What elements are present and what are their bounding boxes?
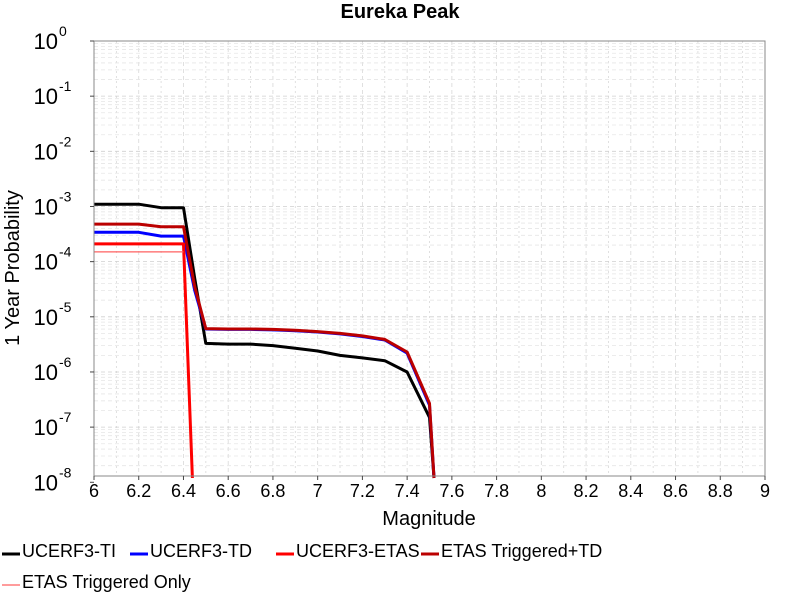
plot-frame <box>93 40 766 477</box>
y-tick-label-base: 10 <box>34 470 58 495</box>
y-tick-label-exponent: 0 <box>59 23 67 39</box>
y-tick-label-base: 10 <box>34 415 58 440</box>
y-tick-label-base: 10 <box>34 360 58 385</box>
x-tick-label: 6.2 <box>126 481 151 501</box>
x-tick-label: 7.2 <box>350 481 375 501</box>
x-tick-label: 6.8 <box>260 481 285 501</box>
x-tick-label: 8 <box>536 481 546 501</box>
x-tick-label: 9 <box>760 481 770 501</box>
legend-item: UCERF3-TI <box>2 541 116 561</box>
legend-item: UCERF3-ETAS <box>276 541 420 561</box>
y-tick-label-base: 10 <box>34 29 58 54</box>
y-tick-label-base: 10 <box>34 139 58 164</box>
x-tick-label: 6.6 <box>216 481 241 501</box>
legend-label: UCERF3-ETAS <box>296 541 420 561</box>
x-tick-label: 8.4 <box>618 481 643 501</box>
legend-label: ETAS Triggered Only <box>22 572 191 592</box>
x-tick-label: 6 <box>89 481 99 501</box>
legend-item: UCERF3-TD <box>130 541 252 561</box>
series-layer <box>94 202 436 479</box>
series-line-1 <box>94 202 436 479</box>
y-tick-label-exponent: -2 <box>59 133 72 149</box>
y-tick-label-base: 10 <box>34 305 58 330</box>
x-axis-ticks: 6 6.2 6.4 6.6 6.8 7 7.2 7.4 7.6 7.8 8 8.2 8.4 8.6 8.8 9 <box>89 476 770 501</box>
x-tick-label: 8.2 <box>574 481 599 501</box>
series-line-4 <box>94 222 436 479</box>
legend: UCERF3-TI UCERF3-TD UCERF3-ETAS ETAS Trigge… <box>2 541 602 592</box>
y-tick-label-exponent: -7 <box>59 409 72 425</box>
legend-label: UCERF3-TI <box>22 541 116 561</box>
y-tick-label-exponent: -4 <box>59 244 72 260</box>
legend-label: UCERF3-TD <box>150 541 252 561</box>
legend-label: ETAS Triggered+TD <box>441 541 602 561</box>
x-tick-label: 7.6 <box>439 481 464 501</box>
y-axis-label: 1 Year Probability <box>2 190 24 346</box>
x-tick-label: 6.4 <box>171 481 196 501</box>
y-tick-label-exponent: -6 <box>59 354 72 370</box>
y-tick-label-exponent: -8 <box>59 464 72 480</box>
x-tick-label: 7 <box>313 481 323 501</box>
y-tick-label-base: 10 <box>34 194 58 219</box>
chart-title: Eureka Peak <box>341 1 461 23</box>
y-tick-label-base: 10 <box>34 84 58 109</box>
x-tick-label: 7.8 <box>484 481 509 501</box>
x-tick-label: 8.8 <box>708 481 733 501</box>
legend-item: ETAS Triggered Only <box>2 572 191 592</box>
y-tick-label-exponent: -5 <box>59 299 72 315</box>
x-tick-label: 7.4 <box>395 481 420 501</box>
y-tick-label-exponent: -1 <box>59 78 72 94</box>
x-axis-label: Magnitude <box>382 508 475 530</box>
series-line-3 <box>94 242 194 479</box>
x-tick-label: 8.6 <box>663 481 688 501</box>
y-tick-label-exponent: -3 <box>59 188 72 204</box>
legend-item: ETAS Triggered+TD <box>421 541 602 561</box>
y-tick-label-base: 10 <box>34 250 58 275</box>
